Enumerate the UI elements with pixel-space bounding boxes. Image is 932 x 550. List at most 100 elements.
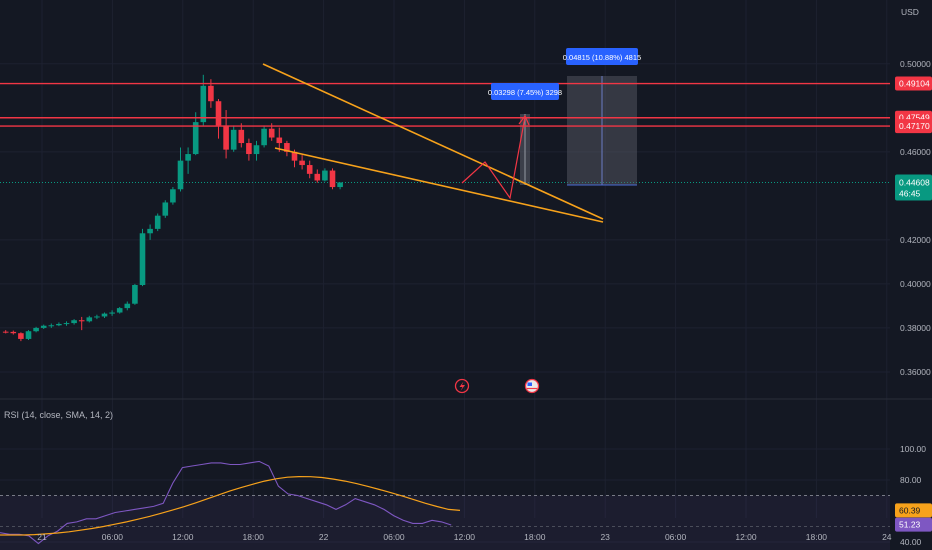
projection-arrowhead xyxy=(518,114,530,126)
candle-body xyxy=(268,128,275,138)
candle-body xyxy=(177,160,184,190)
measure-label-large-bg xyxy=(566,48,638,65)
candle-body xyxy=(215,101,222,126)
candle-body xyxy=(314,173,321,181)
candle-body xyxy=(253,145,260,155)
candle-body xyxy=(10,331,17,334)
time-tick-label: 06:00 xyxy=(383,532,405,542)
candle-body xyxy=(329,170,336,188)
rsi-line xyxy=(0,460,452,545)
candle-body xyxy=(48,325,55,327)
candle-body xyxy=(162,202,169,216)
time-tick-label: 12:00 xyxy=(454,532,476,542)
rsi-tick-label: 100.00 xyxy=(900,444,926,454)
time-tick-label: 12:00 xyxy=(172,532,194,542)
candle-body xyxy=(291,151,298,161)
bar-countdown: 46:45 xyxy=(899,188,921,198)
candle-body xyxy=(246,143,252,155)
candle-body xyxy=(170,189,176,203)
candle-body xyxy=(116,308,123,313)
candle-body xyxy=(276,137,283,144)
candle-body xyxy=(139,233,146,286)
candle-body xyxy=(299,160,305,166)
rsi-pane: RSI (14, close, SMA, 14, 2) xyxy=(0,410,461,545)
lightning-icon xyxy=(454,378,470,394)
rsi-value-badge xyxy=(895,517,932,532)
measure-label-large: 0.04815 (10.88%) 4815 xyxy=(563,53,641,62)
candle-body xyxy=(284,143,290,152)
measure-label-small: 0.03298 (7.45%) 3298 xyxy=(488,88,562,97)
rsi-tick-label: 40.00 xyxy=(900,537,922,547)
candle-body xyxy=(40,325,47,328)
candle-body xyxy=(63,323,70,325)
price-tick-label: 0.38000 xyxy=(900,323,931,333)
candle-body xyxy=(33,327,39,332)
candle-body xyxy=(306,165,313,174)
price-tick-label: 0.46000 xyxy=(900,147,931,157)
rsi-value: 51.23 xyxy=(899,520,921,530)
time-tick-label: 18:00 xyxy=(524,532,546,542)
price-line-value: 0.49104 xyxy=(899,79,930,89)
candle-body xyxy=(238,129,245,144)
candle-body xyxy=(132,285,138,304)
time-tick-label: 24 xyxy=(882,532,892,542)
time-tick-label: 12:00 xyxy=(735,532,757,542)
rsi-indicator-label: RSI (14, close, SMA, 14, 2) xyxy=(4,410,113,420)
rsi-ma-badge xyxy=(895,503,932,518)
time-tick-label: 18:00 xyxy=(243,532,265,542)
candle-body xyxy=(154,215,161,229)
rsi-ma-value: 60.39 xyxy=(899,505,921,515)
time-tick-label: 23 xyxy=(600,532,610,542)
candle-body xyxy=(56,323,62,326)
candle-body xyxy=(94,316,100,318)
candle-body xyxy=(18,333,24,339)
axes: USD0.500000.460000.420000.400000.380000.… xyxy=(37,7,931,547)
candle-body xyxy=(2,331,9,333)
us-flag-canton xyxy=(527,382,532,386)
projection-path xyxy=(461,116,526,200)
time-tick-label: 22 xyxy=(319,532,329,542)
price-tick-label: 0.50000 xyxy=(900,59,931,69)
candle-body xyxy=(86,317,93,322)
candle-body xyxy=(200,85,207,123)
candle-body xyxy=(230,129,237,150)
candle-body xyxy=(124,303,131,309)
candle-body xyxy=(101,313,108,317)
candle-body xyxy=(322,170,328,181)
price-line-value: 0.47549 xyxy=(899,113,930,123)
current-price-badge xyxy=(895,174,932,201)
current-price-value: 0.44608 xyxy=(899,177,930,187)
lightning-bolt-glyph xyxy=(459,381,465,391)
time-tick-label: 06:00 xyxy=(665,532,687,542)
event-icons xyxy=(454,378,540,394)
price-tick-label: 0.42000 xyxy=(900,235,931,245)
currency-label: USD xyxy=(901,7,919,17)
candle-body xyxy=(109,312,115,314)
time-tick-label: 21 xyxy=(37,532,47,542)
price-line-badge xyxy=(895,76,932,91)
time-tick-label: 06:00 xyxy=(102,532,124,542)
candle-body xyxy=(261,128,267,146)
drawing-tools-front: 0.03298 (7.45%) 3298 0.04815 (10.88%) 481… xyxy=(0,48,890,223)
candle-body xyxy=(337,182,343,188)
price-line-badge xyxy=(895,119,932,134)
drawing-tools-back xyxy=(0,76,890,186)
candle-body xyxy=(71,320,77,324)
wedge-lower-trendline xyxy=(274,147,604,223)
price-line-value: 0.47170 xyxy=(899,121,930,131)
time-tick-label: 18:00 xyxy=(806,532,828,542)
price-tick-label: 0.36000 xyxy=(900,367,931,377)
measure-label-small-bg xyxy=(491,83,559,100)
candle-body xyxy=(185,154,191,161)
candle-body xyxy=(208,85,214,102)
candle-body xyxy=(78,320,85,322)
candle-body xyxy=(223,125,229,150)
rsi-ma-line xyxy=(0,475,461,536)
candle-body xyxy=(25,331,32,339)
price-tick-label: 0.40000 xyxy=(900,279,931,289)
candle-body xyxy=(192,122,199,155)
